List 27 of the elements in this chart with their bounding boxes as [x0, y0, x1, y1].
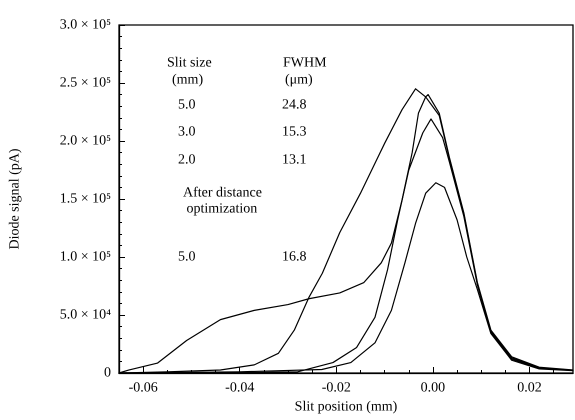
- y-tick-label: 2.5 × 10⁵: [60, 76, 112, 90]
- annotation: FWHM: [283, 56, 328, 70]
- y-tick-label: 0: [104, 366, 111, 380]
- annotation: 5.0: [178, 98, 196, 112]
- y-axis-title: Diode signal (pA): [8, 148, 22, 250]
- y-tick-label: 1.0 × 10⁵: [60, 250, 112, 264]
- y-tick-label: 3.0 × 10⁵: [60, 18, 112, 32]
- annotation: 24.8: [282, 98, 306, 112]
- annotation: 3.0: [178, 124, 196, 140]
- annotation: After distance optimization: [183, 186, 262, 216]
- x-tick-label: 0.02: [517, 380, 542, 396]
- x-axis-title: Slit position (mm): [294, 399, 398, 414]
- annotation: (mm): [172, 72, 204, 88]
- y-tick-label: 1.5 × 10⁵: [60, 192, 112, 206]
- x-tick-label: 0.00: [420, 380, 446, 396]
- y-tick-label: 5.0 × 10⁴: [60, 308, 112, 322]
- annotation: 15.3: [282, 124, 306, 140]
- x-tick-label: -0.02: [322, 380, 351, 396]
- annotation: 5.0: [178, 250, 196, 264]
- annotation: 16.8: [282, 250, 306, 264]
- annotation: 13.1: [282, 152, 306, 168]
- x-tick-label: -0.06: [128, 380, 158, 396]
- annotation: (μm): [285, 72, 314, 88]
- y-tick-label: 2.0 × 10⁵: [60, 134, 112, 148]
- annotation: 2.0: [178, 152, 196, 168]
- annotation: Slit size: [167, 56, 212, 70]
- x-tick-label: -0.04: [225, 380, 254, 396]
